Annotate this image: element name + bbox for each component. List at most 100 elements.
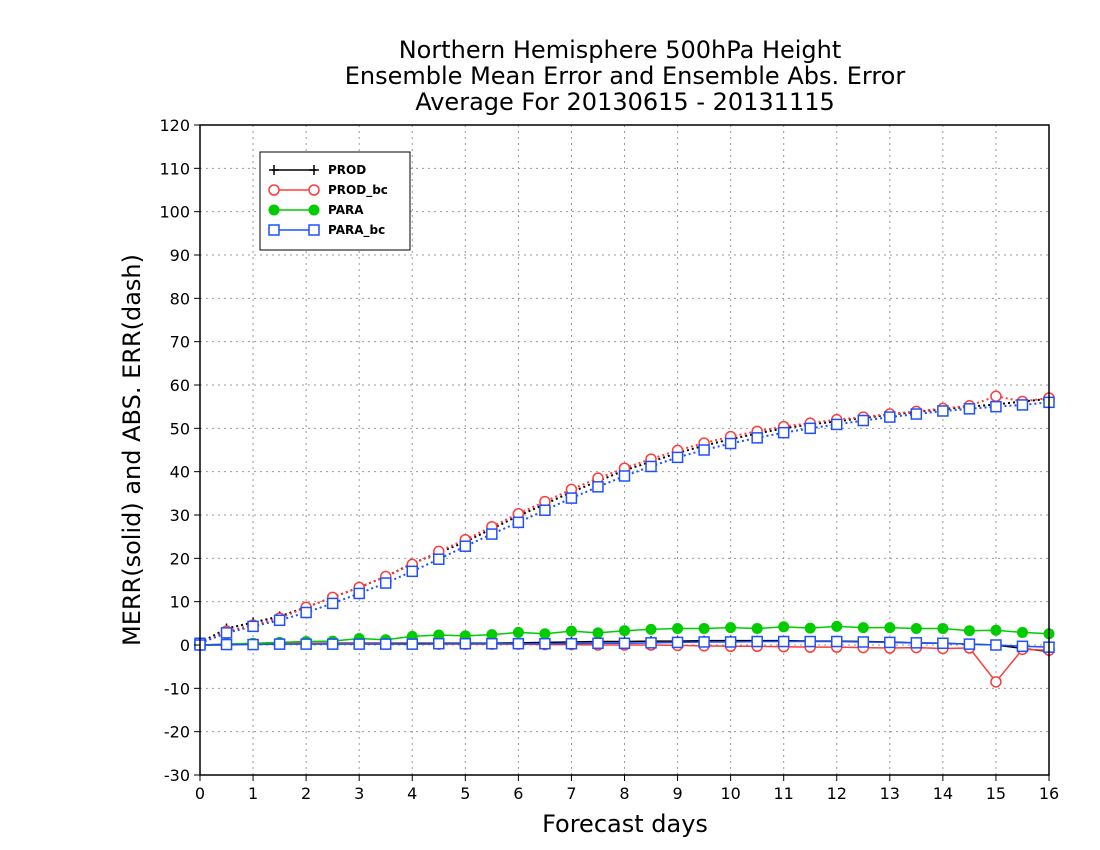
data-point: [937, 405, 949, 417]
data-point: [379, 577, 392, 589]
data-point: [300, 606, 312, 619]
legend-marker: [308, 204, 320, 216]
data-point: [353, 638, 365, 650]
legend-marker: [268, 224, 280, 236]
y-axis-label: MERR(solid) and ABS. ERR(dash): [118, 254, 146, 646]
y-tick-label: -20: [164, 723, 190, 742]
data-point: [724, 636, 737, 648]
data-point: [486, 528, 498, 540]
x-tick-label: 0: [195, 784, 205, 803]
data-point: [725, 622, 737, 634]
data-point: [884, 622, 896, 634]
data-point: [379, 638, 392, 650]
legend-label: PARA: [328, 203, 364, 217]
data-point: [406, 565, 418, 578]
series-layer: [194, 390, 1055, 688]
title-line-3: Average For 20130615 - 20131115: [415, 88, 835, 116]
gridlines: [200, 125, 1049, 775]
data-point: [539, 637, 551, 650]
data-point: [565, 637, 578, 650]
y-tick-label: -10: [164, 679, 190, 698]
y-tick-label: 100: [159, 203, 190, 222]
data-point: [512, 516, 525, 529]
data-point: [857, 636, 870, 648]
data-point: [645, 623, 657, 635]
data-point: [698, 444, 710, 456]
legend-marker: [268, 204, 280, 216]
y-tick-label: 120: [159, 116, 190, 135]
y-tick-label: 60: [170, 376, 190, 395]
data-point: [486, 637, 498, 650]
data-point: [724, 437, 737, 450]
data-point: [406, 638, 418, 650]
data-point: [512, 626, 524, 638]
data-point: [910, 623, 922, 635]
data-point: [777, 635, 790, 648]
legend-marker: [308, 224, 320, 236]
data-point: [751, 623, 763, 635]
y-tick-label: 70: [170, 333, 190, 352]
data-point: [698, 636, 710, 648]
data-point: [326, 638, 339, 650]
x-tick-label: 2: [301, 784, 311, 803]
data-point: [937, 623, 949, 635]
title-line-2: Ensemble Mean Error and Ensemble Abs. Er…: [345, 62, 906, 90]
x-tick-label: 15: [986, 784, 1006, 803]
x-tick-label: 8: [619, 784, 629, 803]
data-point: [618, 637, 631, 650]
data-point: [565, 492, 578, 504]
legend-marker: [308, 184, 320, 196]
data-point: [619, 625, 630, 637]
data-point: [326, 597, 339, 610]
data-point: [778, 621, 790, 633]
x-tick-label: 14: [933, 784, 953, 803]
legend-item-para-bc: PARA_bc: [268, 223, 385, 238]
data-point: [751, 635, 763, 648]
data-point: [592, 637, 604, 650]
data-point: [539, 628, 551, 640]
data-point: [804, 635, 816, 648]
data-point: [857, 414, 870, 427]
y-tick-label: 10: [170, 593, 190, 612]
y-tick-label: 30: [170, 506, 190, 525]
legend-marker: [268, 184, 280, 196]
legend: PROD PROD_bc PARA PARA_bc: [259, 151, 411, 251]
x-axis-label: Forecast days: [542, 810, 708, 838]
data-point: [910, 637, 923, 649]
axes: 0 1 2 3 4 5 6 7 8 9 10 11 12 13 14 15 16-30-20-100102030…: [159, 116, 1059, 803]
legend-item-prod: PROD: [269, 163, 366, 177]
data-point: [645, 637, 657, 649]
legend-box: [259, 151, 411, 251]
data-point: [618, 470, 631, 482]
x-tick-label: 5: [460, 784, 470, 803]
chart-title: Northern Hemisphere 500hPa Height Ensemb…: [345, 36, 906, 116]
x-tick-label: 1: [248, 784, 258, 803]
data-point: [433, 553, 445, 565]
data-point: [1016, 626, 1028, 638]
data-point: [645, 460, 657, 473]
legend-label: PARA_bc: [328, 223, 385, 238]
data-point: [273, 614, 286, 627]
data-point: [459, 637, 472, 650]
data-point: [990, 390, 1002, 403]
y-tick-label: 50: [170, 419, 190, 438]
legend-marker: [269, 165, 279, 175]
x-tick-label: 10: [720, 784, 740, 803]
x-tick-label: 6: [513, 784, 523, 803]
data-point: [539, 504, 551, 516]
data-point: [565, 625, 577, 637]
data-point: [247, 638, 259, 651]
y-tick-label: 40: [170, 463, 190, 482]
y-tick-label: 90: [170, 246, 190, 265]
data-point: [459, 540, 472, 552]
x-tick-label: 16: [1039, 784, 1059, 803]
legend-label: PROD: [328, 163, 366, 177]
data-point: [990, 624, 1002, 636]
x-tick-label: 7: [566, 784, 576, 803]
data-point: [433, 637, 445, 650]
data-point: [1016, 640, 1029, 653]
y-tick-label: 80: [170, 289, 190, 308]
data-point: [751, 432, 763, 444]
data-point: [831, 620, 843, 632]
